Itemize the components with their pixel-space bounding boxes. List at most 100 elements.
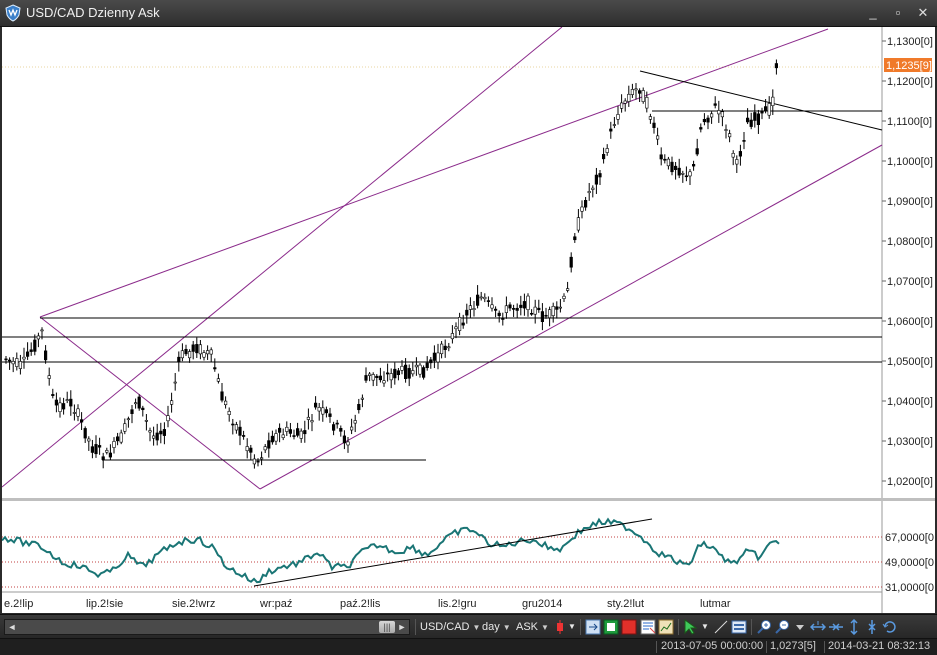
candle-body <box>335 422 339 425</box>
print-icon[interactable] <box>731 619 747 635</box>
candle-body <box>767 103 771 116</box>
candle-body <box>731 153 735 158</box>
candle-body <box>270 435 275 443</box>
candle-body <box>36 335 40 340</box>
candle-body <box>583 200 588 208</box>
candle-body <box>623 100 627 104</box>
candle-body <box>213 367 217 370</box>
date-label: sty.2!lut <box>607 598 644 610</box>
osc-tick-67: 67,0000[0 <box>885 532 934 544</box>
candle-body <box>130 409 134 414</box>
indicators-icon[interactable] <box>658 619 674 635</box>
candle-body <box>544 314 548 317</box>
cursor-icon[interactable] <box>683 619 699 635</box>
candle-body <box>180 350 185 359</box>
candle-body <box>234 424 239 431</box>
candle-body <box>162 429 167 436</box>
date-label: lip.2!sie <box>86 598 123 610</box>
candle-body <box>112 441 116 448</box>
candle-body <box>717 110 721 115</box>
color-scheme-icon[interactable] <box>621 619 637 635</box>
candle-body <box>256 460 260 463</box>
price-tick-label: 1,0500[0] <box>887 356 933 368</box>
stretch-horizontal-icon[interactable] <box>810 619 826 635</box>
candle-body <box>119 432 123 443</box>
price-tick-label: 1,1200[0] <box>887 76 933 88</box>
restore-button[interactable]: ▫ <box>895 5 901 20</box>
compress-horizontal-icon[interactable] <box>828 619 844 635</box>
price-tick-label: 1,0300[0] <box>887 436 933 448</box>
candle-body <box>652 122 656 128</box>
chart-toolbar: ◄ ||| ► USD/CAD ▼ day ▼ ASK ▼ ▼ ▼ <box>0 614 937 639</box>
candle-body <box>170 400 174 405</box>
scroll-thumb[interactable]: ||| <box>379 621 395 633</box>
candle-body <box>51 394 55 396</box>
scroll-left-icon[interactable]: ◄ <box>7 622 17 632</box>
undo-zoom-icon[interactable] <box>882 619 898 635</box>
candle-body <box>551 306 555 316</box>
candle-body <box>634 88 638 91</box>
candle-body <box>547 309 552 319</box>
candle-body <box>655 135 660 140</box>
candle-body <box>277 427 282 433</box>
candle-body <box>429 359 433 364</box>
compress-vertical-icon[interactable] <box>864 619 880 635</box>
close-button[interactable]: ✕ <box>917 5 929 20</box>
zoom-dropdown-icon[interactable] <box>792 619 808 635</box>
cursor-time: 2013-07-05 00:00:00 <box>661 640 764 652</box>
chart-area[interactable]: 1,1300[0] 1,1200[0] 1,1100[0] 1,1000[0] 1,09… <box>2 27 935 613</box>
candle-body <box>288 429 293 434</box>
candle-body <box>292 435 296 437</box>
date-label: gru2014 <box>522 598 562 610</box>
candle-body <box>238 426 242 436</box>
candle-body <box>587 191 591 194</box>
oscillator-trendline[interactable] <box>253 518 653 587</box>
line-tool-icon[interactable] <box>713 619 729 635</box>
chart-scrollbar[interactable]: ◄ ||| ► <box>4 619 410 635</box>
instrument-dropdown[interactable]: USD/CAD ▼ <box>420 619 480 635</box>
candle-body <box>385 372 390 375</box>
regression-channel[interactable] <box>2 27 883 490</box>
candle-body <box>144 420 149 422</box>
stretch-vertical-icon[interactable] <box>846 619 862 635</box>
candle-body <box>501 317 505 320</box>
candle-body <box>450 333 455 340</box>
zoom-out-icon[interactable] <box>774 619 790 635</box>
candle-type-icon[interactable] <box>552 619 568 635</box>
candle-body <box>411 370 415 375</box>
candle-body <box>443 345 447 350</box>
candle-body <box>774 63 778 69</box>
candle-body <box>173 381 177 384</box>
candle-body <box>22 356 26 360</box>
instrument-label: USD/CAD <box>420 621 470 633</box>
chevron-down-icon: ▼ <box>541 623 549 632</box>
candle-body <box>465 309 469 316</box>
template-icon[interactable] <box>640 619 656 635</box>
date-label: sie.2!wrz <box>172 598 215 610</box>
date-label: paź.2!lis <box>340 598 381 610</box>
side-dropdown[interactable]: ASK ▼ <box>516 619 549 635</box>
side-label: ASK <box>516 621 539 633</box>
candle-body <box>771 96 775 107</box>
shift-chart-icon[interactable] <box>585 619 601 635</box>
zoom-in-icon[interactable] <box>756 619 772 635</box>
candle-body <box>40 329 44 332</box>
osc-tick-49: 49,0000[0 <box>885 557 934 569</box>
candle-body <box>677 167 681 176</box>
scroll-right-icon[interactable]: ► <box>397 622 407 632</box>
chevron-down-icon[interactable]: ▼ <box>568 622 576 631</box>
candle-body <box>436 352 440 363</box>
minimize-button[interactable]: _ <box>869 5 877 20</box>
candle-body <box>695 148 699 155</box>
grid-icon[interactable] <box>603 619 619 635</box>
candle-body <box>227 410 231 415</box>
candle-body <box>98 445 102 448</box>
candle-body <box>29 349 33 352</box>
price-chart[interactable]: 1,1300[0] 1,1200[0] 1,1100[0] 1,1000[0] 1,09… <box>2 27 935 613</box>
candle-body <box>627 93 631 102</box>
chevron-down-icon[interactable]: ▼ <box>701 622 709 631</box>
period-dropdown[interactable]: day ▼ <box>482 619 511 635</box>
candle-body <box>605 148 609 153</box>
candle-body <box>47 375 51 379</box>
candle-body <box>439 343 444 355</box>
